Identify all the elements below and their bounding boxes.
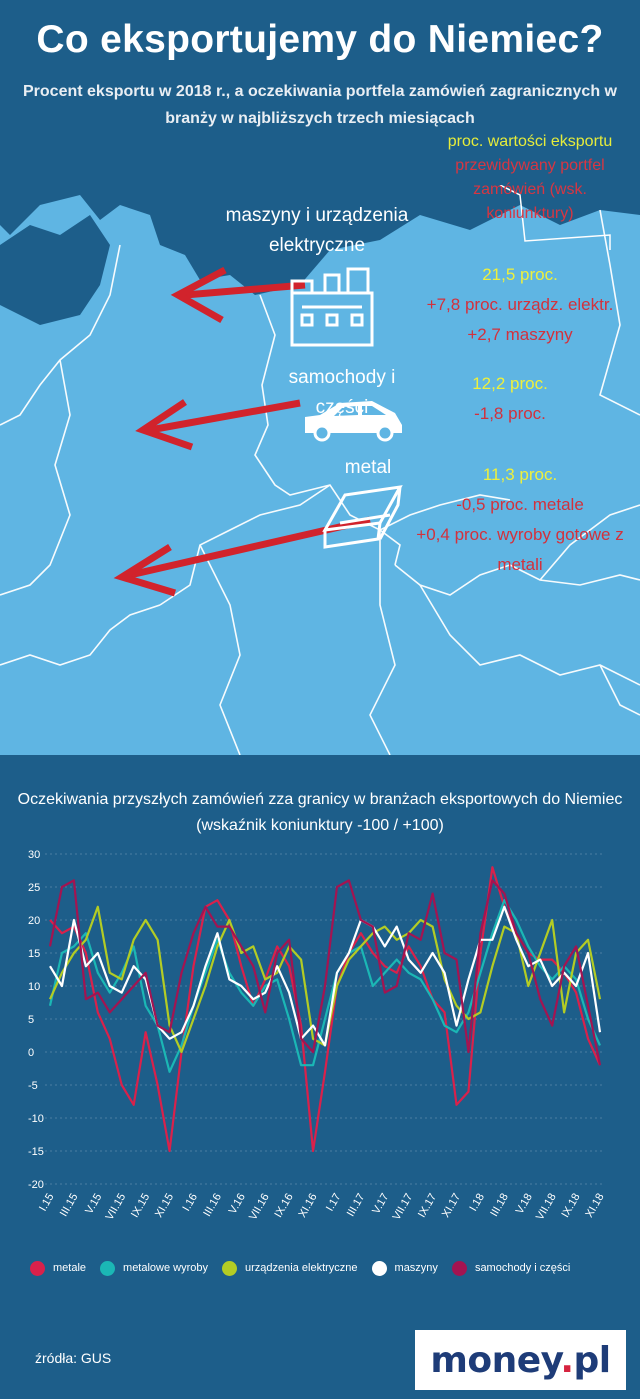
map-legend-orders: przewidywany portfel zamówień (wsk. koni…: [455, 157, 605, 222]
legend-dot: [222, 1260, 238, 1276]
x-tick-label: VII.15: [104, 1192, 129, 1223]
export-share: 12,2 proc.: [472, 374, 548, 393]
x-tick-label: IX.18: [559, 1192, 582, 1220]
orders-change: -0,5 proc. metale: [456, 495, 584, 514]
y-tick-label: 10: [28, 981, 40, 993]
x-tick-label: III.15: [58, 1192, 81, 1219]
legend-label: metalowe wyroby: [123, 1262, 209, 1274]
map-graphic: [0, 185, 640, 755]
y-tick-label: 20: [28, 915, 40, 927]
x-tick-label: III.16: [201, 1192, 224, 1219]
legend-item: metale: [30, 1260, 87, 1276]
x-tick-label: III.18: [488, 1192, 511, 1219]
x-tick-label: V.18: [514, 1192, 535, 1217]
x-axis: I.15 III.15 V.15 VII.15 IX.15 XI.15 I.16 III.16…: [37, 1192, 607, 1223]
x-tick-label: V.15: [83, 1192, 104, 1217]
series-line-metale: [49, 866, 602, 1153]
legend-dot: [371, 1260, 387, 1276]
category-label-machines: maszyny i urządzenia elektryczne: [225, 205, 409, 256]
y-tick-label: 15: [28, 948, 40, 960]
x-tick-label: XI.17: [440, 1192, 463, 1220]
x-tick-label: XI.16: [296, 1192, 319, 1220]
category-label-metal: metal: [344, 457, 392, 478]
y-tick-label: 5: [28, 1014, 34, 1026]
orders-change: +0,4 proc. wyroby gotowe z metali: [416, 525, 624, 574]
legend-label: metale: [53, 1262, 87, 1274]
legend-dot: [451, 1260, 467, 1276]
map-legend-export: proc. wartości eksportu: [447, 133, 613, 150]
x-tick-label: IX.16: [272, 1192, 295, 1220]
y-tick-label: 0: [28, 1047, 34, 1059]
metal-icon: [322, 485, 403, 549]
x-tick-label: I.15: [37, 1192, 57, 1214]
x-tick-label: VII.17: [391, 1192, 416, 1223]
x-tick-label: I.17: [324, 1192, 344, 1214]
stats-metal: 11,3 proc. -0,5 proc. metale +0,4 proc. …: [400, 460, 640, 580]
arrow-machines-head: [170, 266, 227, 324]
x-tick-label: IX.17: [416, 1192, 439, 1220]
factory-icon: [290, 267, 374, 347]
chart-title: Oczekiwania przyszłych zamówień zza gran…: [17, 791, 623, 834]
arrow-machines: [184, 281, 306, 299]
germany-map: maszyny i urządzenia elektryczne samocho…: [0, 185, 640, 755]
y-tick-label: -10: [28, 1113, 44, 1125]
arrow-cars-head: [135, 399, 194, 451]
y-tick-label: -20: [28, 1179, 44, 1191]
sea-area: [0, 185, 640, 295]
orders-change: +7,8 proc. urządz. elektr.: [426, 295, 614, 314]
legend-label: urządzenia elektryczne: [245, 1262, 358, 1274]
y-tick-label: -15: [28, 1146, 44, 1158]
page-subtitle: Procent eksportu w 2018 r., a oczekiwani…: [23, 83, 617, 127]
y-axis: 30 25 20 15 10 5 0 -5 -10 -15 -20: [28, 849, 44, 1191]
series-line-samochody-i-części: [48, 879, 602, 1066]
stats-machines: 21,5 proc. +7,8 proc. urządz. elektr. +2…: [420, 260, 620, 350]
category-label-cars: samochody i części: [288, 367, 396, 418]
x-tick-label: VII.18: [534, 1192, 559, 1223]
legend-item: maszyny: [371, 1260, 438, 1276]
chart-series: [48, 866, 602, 1153]
borders: [0, 209, 640, 755]
legend-pointer: [499, 185, 611, 250]
orders-change: -1,8 proc.: [474, 404, 546, 423]
arrow-metal-head: [113, 544, 177, 597]
orders-change: +2,7 maszyny: [467, 325, 573, 344]
legend-item: urządzenia elektryczne: [222, 1260, 358, 1276]
export-share: 11,3 proc.: [482, 465, 558, 484]
money-pl-logo: money.pl: [415, 1330, 626, 1390]
x-tick-label: I.16: [181, 1192, 201, 1214]
export-share: 21,5 proc.: [482, 265, 558, 284]
legend-label: maszyny: [394, 1262, 438, 1274]
x-tick-label: VII.16: [247, 1192, 272, 1223]
legend-label: samochody i części: [474, 1262, 571, 1274]
map-legend: proc. wartości eksportu przewidywany por…: [430, 130, 630, 226]
y-tick-label: -5: [28, 1080, 38, 1092]
car-icon: [305, 401, 402, 442]
arrow-cars: [149, 399, 301, 434]
stats-cars: 12,2 proc. -1,8 proc.: [420, 369, 600, 429]
header: Co eksportujemy do Niemiec? Procent eksp…: [0, 0, 640, 185]
source-note: źródła: GUS: [35, 1350, 112, 1366]
legend-dot: [100, 1260, 116, 1276]
x-tick-label: V.16: [227, 1192, 248, 1217]
legend-item: samochody i części: [451, 1260, 571, 1276]
x-tick-label: V.17: [370, 1192, 391, 1217]
legend-dot: [30, 1260, 45, 1276]
x-tick-label: III.17: [345, 1192, 368, 1219]
y-tick-label: 25: [28, 882, 40, 894]
chart-legend: metale metalowe wyroby urządzenia elektryc…: [30, 1256, 630, 1280]
sea-area-west: [0, 215, 110, 325]
logo-text: money.pl: [430, 1339, 611, 1381]
series-line-maszyny: [49, 905, 602, 1047]
x-tick-label: I.18: [467, 1192, 487, 1214]
x-tick-label: XI.18: [583, 1192, 606, 1220]
page-title: Co eksportujemy do Niemiec?: [36, 18, 604, 61]
legend-item: metalowe wyroby: [100, 1260, 209, 1276]
x-tick-label: XI.15: [153, 1192, 176, 1220]
y-tick-label: 30: [28, 849, 40, 861]
x-tick-label: IX.15: [129, 1192, 152, 1220]
